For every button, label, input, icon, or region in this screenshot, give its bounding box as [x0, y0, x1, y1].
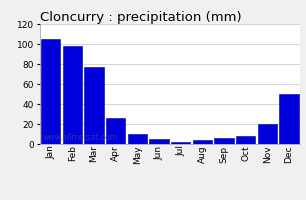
Bar — [62, 46, 82, 144]
Text: Cloncurry : precipitation (mm): Cloncurry : precipitation (mm) — [40, 11, 241, 24]
Bar — [279, 94, 299, 144]
Text: www.allmetsat.com: www.allmetsat.com — [42, 133, 118, 142]
Bar — [171, 142, 190, 144]
Bar — [41, 39, 60, 144]
Bar — [106, 118, 125, 144]
Bar — [128, 134, 147, 144]
Bar — [236, 136, 256, 144]
Bar — [258, 124, 277, 144]
Bar — [84, 67, 104, 144]
Bar — [214, 138, 234, 144]
Bar — [192, 140, 212, 144]
Bar — [149, 139, 169, 144]
